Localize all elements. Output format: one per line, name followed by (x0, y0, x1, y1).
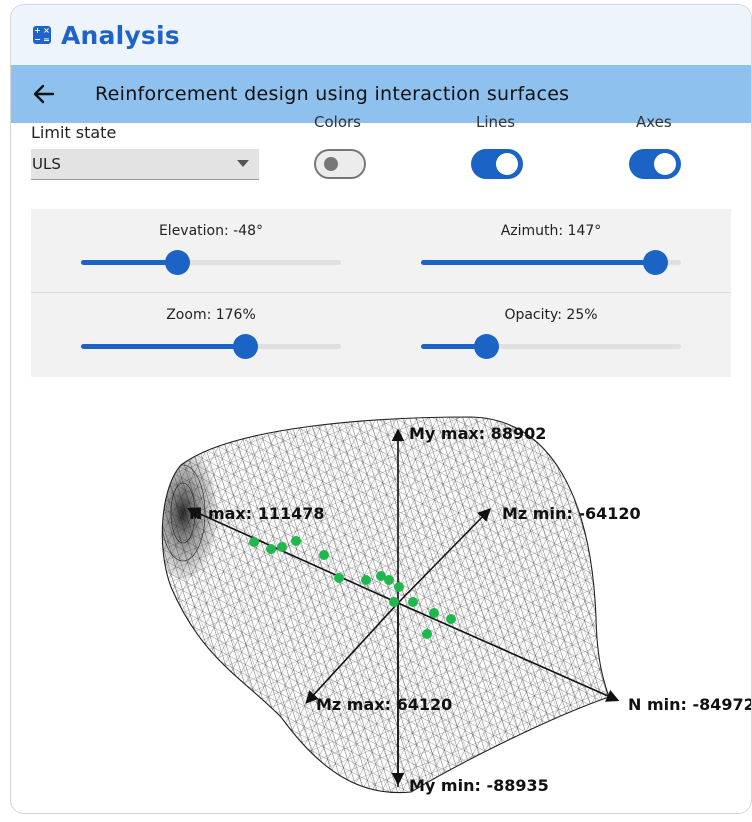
load-point (429, 608, 439, 618)
lines-toggle-label: Lines (476, 113, 516, 131)
azimuth-label: Azimuth: 147° (500, 223, 602, 239)
opacity-slider-thumb[interactable] (474, 334, 499, 359)
limit-state-select[interactable]: ULS (31, 149, 259, 180)
zoom-slider-thumb[interactable] (232, 334, 258, 359)
load-point (389, 597, 399, 607)
elevation-slider-fill (81, 260, 178, 265)
opacity-slider-fill (421, 344, 486, 349)
load-point (319, 550, 329, 560)
calculator-icon: + × − = (33, 26, 51, 44)
load-point (249, 537, 259, 547)
n-min-axis-arrow (397, 602, 620, 702)
load-point (334, 573, 344, 583)
colors-toggle-label: Colors (314, 113, 361, 131)
mz-max-label: Mz max: 64120 (316, 695, 452, 714)
toggle-knob (654, 153, 676, 175)
load-point (376, 571, 386, 581)
mz-min-axis-arrow (397, 508, 491, 604)
limit-state-value: ULS (32, 155, 61, 173)
elevation-slider-block: Elevation: -48° (81, 215, 341, 275)
load-point (291, 536, 301, 546)
load-point (361, 575, 371, 585)
dropdown-caret-icon (237, 160, 249, 167)
load-point (446, 614, 456, 624)
limit-state-label: Limit state (31, 123, 117, 142)
azimuth-slider-thumb[interactable] (643, 250, 668, 275)
mz-min-label: Mz min: -64120 (502, 504, 641, 523)
n-max-axis-arrow (186, 507, 399, 604)
back-arrow-icon[interactable] (31, 81, 57, 107)
toggle-knob (324, 157, 338, 171)
axes-toggle-label: Axes (636, 113, 672, 131)
elevation-label: Elevation: -48° (158, 223, 264, 239)
my-max-label: My max: 88902 (409, 424, 546, 443)
n-min-label: N min: -84972 (628, 695, 751, 714)
zoom-slider-fill (81, 344, 245, 349)
load-points (249, 536, 456, 639)
axes-toggle[interactable] (629, 149, 681, 179)
opacity-slider-block: Opacity: 25% (421, 299, 681, 359)
axis-labels: My max: 88902 My min: -88935 N max: 1114… (189, 424, 751, 795)
zoom-slider[interactable] (81, 334, 341, 359)
n-max-label: N max: 111478 (189, 504, 325, 523)
mz-max-axis-arrow (305, 602, 399, 704)
page-title: Reinforcement design using interaction s… (95, 83, 570, 105)
load-point (266, 544, 276, 554)
load-point (394, 582, 404, 592)
load-point (384, 575, 394, 585)
my-min-label: My min: -88935 (409, 776, 549, 795)
load-point (422, 629, 432, 639)
interaction-surface-mesh (161, 416, 610, 794)
interaction-surface-plot[interactable]: My max: 88902 My min: -88935 N max: 1114… (31, 377, 751, 813)
azimuth-slider-block: Azimuth: 147° (421, 215, 681, 275)
zoom-slider-block: Zoom: 176% (81, 299, 341, 359)
page-header: Reinforcement design using interaction s… (11, 65, 751, 123)
azimuth-slider-fill (421, 260, 655, 265)
load-point (408, 597, 418, 607)
lines-toggle[interactable] (471, 149, 523, 179)
elevation-slider-thumb[interactable] (165, 250, 191, 275)
load-point (277, 542, 287, 552)
azimuth-slider[interactable] (421, 250, 681, 275)
slider-divider (31, 292, 731, 293)
elevation-slider[interactable] (81, 250, 341, 275)
app-title: Analysis (61, 20, 180, 50)
view-sliders-panel: Elevation: -48° Azimuth: 147° Zoom: 176%… (31, 209, 731, 377)
toggle-knob (496, 153, 518, 175)
opacity-label: Opacity: 25% (504, 307, 598, 323)
app-window: + × − = Analysis Reinforcement design using… (10, 4, 752, 814)
opacity-slider[interactable] (421, 334, 681, 359)
title-bar: + × − = Analysis (11, 5, 751, 65)
plot-canvas[interactable]: My max: 88902 My min: -88935 N max: 1114… (31, 377, 751, 813)
zoom-label: Zoom: 176% (166, 307, 256, 323)
colors-toggle[interactable] (314, 149, 366, 179)
options-panel: Limit state ULS Colors Lines Axes (11, 113, 751, 211)
plot-axes (186, 428, 620, 787)
